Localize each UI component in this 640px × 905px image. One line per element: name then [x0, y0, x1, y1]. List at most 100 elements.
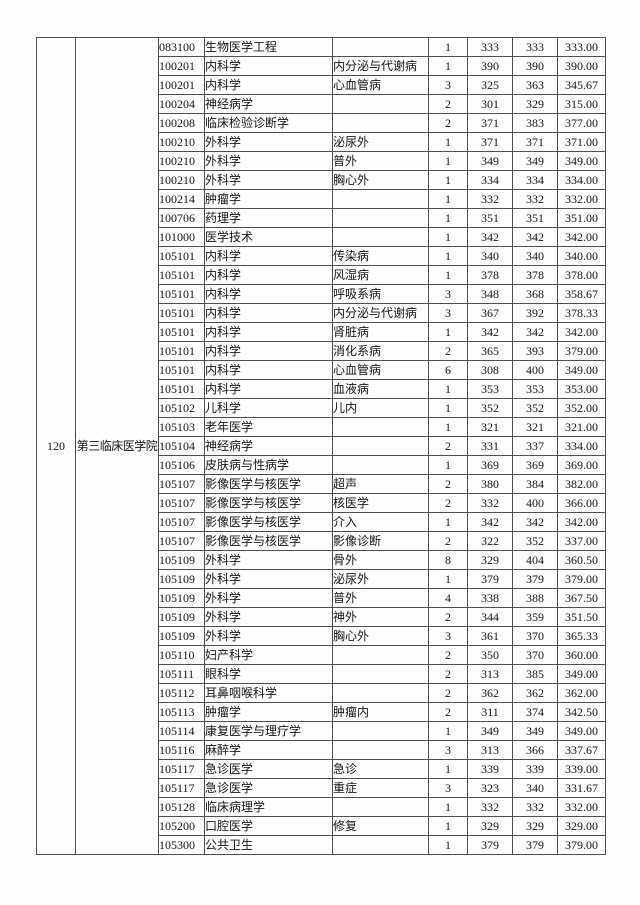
cell-max-score: 349: [512, 721, 558, 741]
cell-research-direction: 普外: [332, 151, 429, 171]
cell-max-score: 342: [512, 512, 558, 532]
cell-admitted-count: 1: [428, 265, 468, 285]
cell-major-name: 神经病学: [204, 94, 333, 114]
cell-min-score: 367: [467, 303, 513, 323]
cell-research-direction: [332, 797, 429, 817]
cell-avg-score: 340.00: [557, 246, 606, 266]
cell-min-score: 371: [467, 132, 513, 152]
cell-admitted-count: 1: [428, 417, 468, 437]
cell-research-direction: [332, 740, 429, 760]
cell-admitted-count: 1: [428, 56, 468, 76]
cell-program-code: 105101: [158, 341, 205, 361]
cell-admitted-count: 1: [428, 797, 468, 817]
cell-program-code: 100214: [158, 189, 205, 209]
cell-max-score: 379: [512, 835, 558, 855]
table-row: 100208 临床检验诊断学 2 371 383 377.00: [37, 113, 606, 133]
table-row: 105101 内科学 血液病 1 353 353 353.00: [37, 379, 606, 399]
cell-min-score: 329: [467, 816, 513, 836]
cell-research-direction: 肾脏病: [332, 322, 429, 342]
cell-admitted-count: 1: [428, 721, 468, 741]
cell-min-score: 390: [467, 56, 513, 76]
cell-avg-score: 321.00: [557, 417, 606, 437]
cell-max-score: 352: [512, 531, 558, 551]
cell-admitted-count: 3: [428, 626, 468, 646]
cell-admitted-count: 2: [428, 94, 468, 114]
cell-program-code: 105104: [158, 436, 205, 456]
table-row: 100210 外科学 胸心外 1 334 334 334.00: [37, 170, 606, 190]
cell-major-name: 内科学: [204, 246, 333, 266]
cell-avg-score: 351.00: [557, 208, 606, 228]
cell-admitted-count: 8: [428, 550, 468, 570]
cell-research-direction: 影像诊断: [332, 531, 429, 551]
cell-min-score: 329: [467, 550, 513, 570]
cell-research-direction: 传染病: [332, 246, 429, 266]
cell-program-code: 105107: [158, 531, 205, 551]
cell-admitted-count: 1: [428, 208, 468, 228]
cell-max-score: 370: [512, 645, 558, 665]
cell-program-code: 105101: [158, 360, 205, 380]
score-table-body: 120 第三临床医学院 083100 生物医学工程 1 333 333 333.00 10020…: [36, 37, 606, 855]
cell-research-direction: [332, 664, 429, 684]
cell-program-code: 105300: [158, 835, 205, 855]
cell-major-name: 外科学: [204, 151, 333, 171]
cell-max-score: 388: [512, 588, 558, 608]
cell-avg-score: 390.00: [557, 56, 606, 76]
cell-program-code: 100210: [158, 151, 205, 171]
cell-max-score: 384: [512, 474, 558, 494]
cell-max-score: 385: [512, 664, 558, 684]
cell-avg-score: 360.50: [557, 550, 606, 570]
cell-research-direction: 心血管病: [332, 75, 429, 95]
cell-avg-score: 339.00: [557, 759, 606, 779]
table-row: 105104 神经病学 2 331 337 334.00: [37, 436, 606, 456]
cell-min-score: 301: [467, 94, 513, 114]
cell-min-score: 350: [467, 645, 513, 665]
cell-min-score: 353: [467, 379, 513, 399]
cell-max-score: 359: [512, 607, 558, 627]
cell-research-direction: [332, 227, 429, 247]
cell-avg-score: 378.33: [557, 303, 606, 323]
cell-research-direction: [332, 835, 429, 855]
table-row: 100210 外科学 普外 1 349 349 349.00: [37, 151, 606, 171]
cell-avg-score: 351.50: [557, 607, 606, 627]
table-row: 105109 外科学 普外 4 338 388 367.50: [37, 588, 606, 608]
cell-min-score: 331: [467, 436, 513, 456]
cell-program-code: 105111: [158, 664, 205, 684]
cell-research-direction: 胸心外: [332, 626, 429, 646]
cell-major-name: 外科学: [204, 550, 333, 570]
cell-avg-score: 349.00: [557, 151, 606, 171]
cell-max-score: 329: [512, 816, 558, 836]
cell-max-score: 374: [512, 702, 558, 722]
cell-program-code: 105113: [158, 702, 205, 722]
cell-avg-score: 365.33: [557, 626, 606, 646]
cell-admitted-count: 6: [428, 360, 468, 380]
cell-admitted-count: 2: [428, 436, 468, 456]
cell-program-code: 105116: [158, 740, 205, 760]
cell-program-code: 100201: [158, 56, 205, 76]
cell-program-code: 105109: [158, 588, 205, 608]
cell-major-name: 眼科学: [204, 664, 333, 684]
cell-min-score: 338: [467, 588, 513, 608]
cell-program-code: 101000: [158, 227, 205, 247]
table-row: 100210 外科学 泌尿外 1 371 371 371.00: [37, 132, 606, 152]
cell-major-name: 临床检验诊断学: [204, 113, 333, 133]
cell-min-score: 333: [467, 37, 513, 57]
table-row: 105101 内科学 风湿病 1 378 378 378.00: [37, 265, 606, 285]
cell-major-name: 生物医学工程: [204, 37, 333, 57]
cell-avg-score: 337.00: [557, 531, 606, 551]
cell-avg-score: 329.00: [557, 816, 606, 836]
cell-admitted-count: 1: [428, 151, 468, 171]
cell-avg-score: 379.00: [557, 569, 606, 589]
cell-min-score: 378: [467, 265, 513, 285]
cell-avg-score: 334.00: [557, 436, 606, 456]
cell-max-score: 353: [512, 379, 558, 399]
cell-research-direction: 内分泌与代谢病: [332, 303, 429, 323]
cell-min-score: 365: [467, 341, 513, 361]
cell-program-code: 083100: [158, 37, 205, 57]
cell-max-score: 333: [512, 37, 558, 57]
cell-min-score: 351: [467, 208, 513, 228]
cell-major-name: 内科学: [204, 360, 333, 380]
cell-program-code: 105101: [158, 284, 205, 304]
cell-program-code: 105114: [158, 721, 205, 741]
cell-major-name: 肿瘤学: [204, 189, 333, 209]
